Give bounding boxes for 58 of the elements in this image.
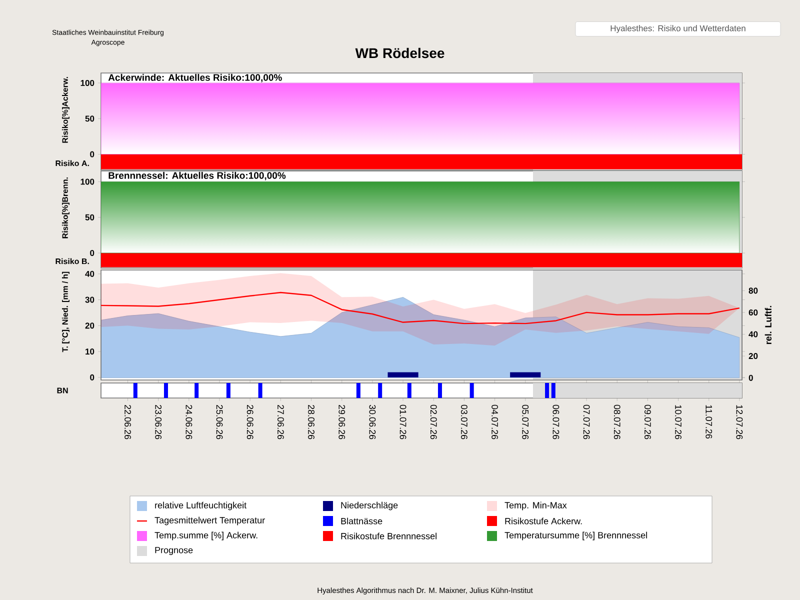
y-axis-title: T. [°C], Nied. [mm / h] xyxy=(62,272,70,352)
legend-label: relative Luftfeuchtigkeit xyxy=(155,502,246,510)
y-tick-label: 0 xyxy=(90,151,94,158)
annotation: Ackerwinde: Aktuelles Risiko:100,00% xyxy=(108,74,282,82)
y-axis-title: Risiko[%]Brenn. xyxy=(62,178,70,238)
x-tick-label: 03.07.26 xyxy=(461,404,468,440)
y2-tick-label: 0 xyxy=(748,374,753,381)
text: Risiko B. xyxy=(56,258,89,264)
x-tick-label: 02.07.26 xyxy=(430,404,437,440)
x-tick-label: 06.07.26 xyxy=(552,404,560,440)
chart-title: WB Rödelsee xyxy=(355,48,444,58)
annotation: Brennnessel: Aktuelles Risiko:100,00% xyxy=(108,172,286,180)
y-axis-title: BN xyxy=(57,388,68,394)
legend-label: Temperatursumme [%] Brennnessel xyxy=(504,532,647,540)
legend-label: Blattnässe xyxy=(341,518,382,524)
legend-label: Risikostufe Brennnessel xyxy=(341,532,436,540)
y-tick-label: 50 xyxy=(85,214,94,220)
y2-tick-label: 80 xyxy=(748,288,758,294)
y-tick-label: 30 xyxy=(85,296,94,303)
x-tick-label: 26.06.26 xyxy=(246,404,254,440)
y-axis-title: Risiko[%]Ackerw. xyxy=(62,76,70,143)
x-tick-label: 05.07.26 xyxy=(522,404,529,440)
x-tick-label: 09.07.26 xyxy=(644,404,651,440)
legend-label: Prognose xyxy=(155,546,193,556)
y-tick-label: 0 xyxy=(90,374,94,380)
text: Temp. Min-Max xyxy=(504,502,567,510)
y2-tick-label: 20 xyxy=(748,353,758,360)
x-tick-label: 12.07.26 xyxy=(736,405,743,440)
x-tick-label: 28.06.26 xyxy=(308,404,314,440)
y-tick-label: 40 xyxy=(85,270,94,277)
legend-label: Temp.summe [%] Ackerw. xyxy=(154,532,258,540)
x-tick-label: 30.06.26 xyxy=(369,404,376,440)
text: Hyalesthes: Risiko und Wetterdaten xyxy=(610,25,746,33)
x-tick-label: 08.07.26 xyxy=(614,404,620,440)
x-tick-label: 23.06.26 xyxy=(155,404,162,440)
x-tick-label: 07.07.26 xyxy=(583,404,590,440)
y-tick-label: 100 xyxy=(80,178,94,185)
x-tick-label: 11.07.26 xyxy=(706,405,712,438)
y-tick-label: 20 xyxy=(85,322,94,329)
text: Risiko A. xyxy=(56,160,89,166)
y2-tick-label: 40 xyxy=(748,331,758,338)
y2-axis-title: rel. Luftf. xyxy=(764,306,772,344)
x-tick-label: 22.06.26 xyxy=(124,404,131,440)
x-tick-label: 27.06.26 xyxy=(277,404,284,440)
y2-tick-label: 60 xyxy=(748,309,758,316)
legend-label: Risikostufe Ackerw. xyxy=(505,518,582,524)
x-tick-label: 10.07.26 xyxy=(675,405,682,440)
x-tick-label: 25.06.26 xyxy=(216,404,223,440)
x-tick-label: 04.07.26 xyxy=(492,404,498,440)
y-tick-label: 50 xyxy=(85,116,94,122)
y-tick-label: 10 xyxy=(86,348,94,355)
legend-label: Niederschläge xyxy=(341,502,398,510)
x-tick-label: 01.07.26 xyxy=(400,404,406,440)
y-tick-label: 100 xyxy=(80,80,94,86)
x-tick-label: 29.06.26 xyxy=(338,404,346,440)
legend-label: Tagesmittelwert Temperatur xyxy=(154,516,265,526)
y-tick-label: 0 xyxy=(90,250,94,256)
x-tick-label: 24.06.26 xyxy=(186,404,192,440)
